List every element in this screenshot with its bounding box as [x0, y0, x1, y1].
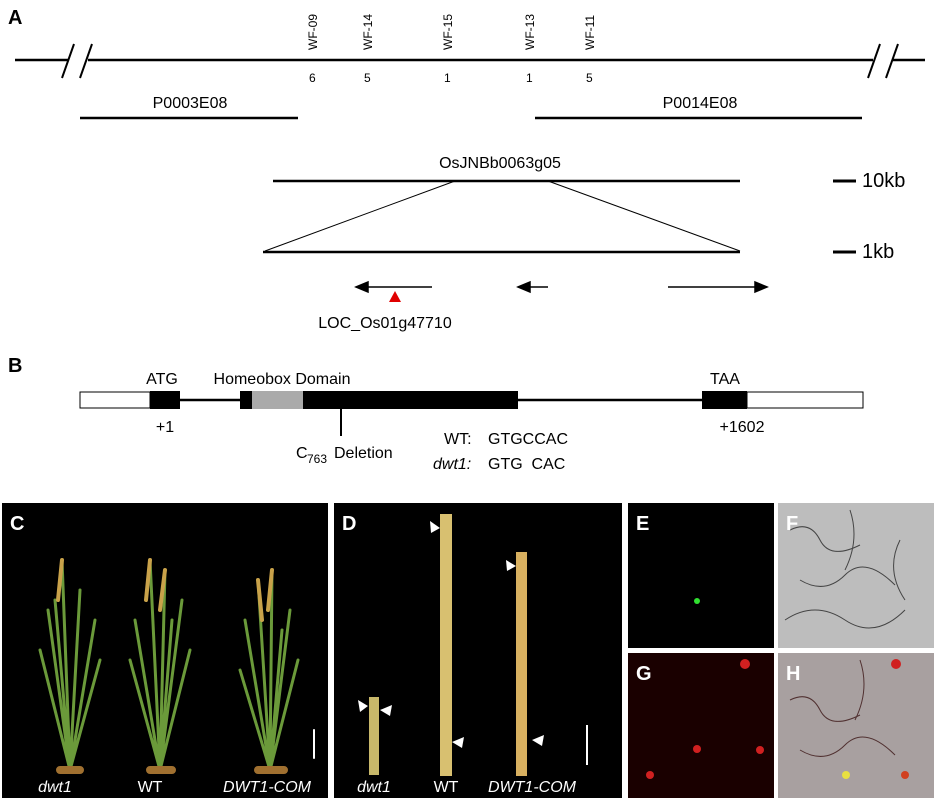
merge-signal: [842, 659, 909, 779]
gfp-signal: [694, 598, 700, 604]
mut-seq: GTG CAC: [488, 456, 565, 473]
panel-label: C: [10, 513, 24, 535]
photo: [334, 503, 622, 798]
panel-label: G: [636, 663, 652, 685]
bac-label: P0003E08: [153, 95, 228, 112]
panel-label: B: [8, 355, 22, 377]
scale-label: 1kb: [862, 241, 894, 263]
caption: DWT1-COM: [488, 779, 577, 796]
deletion-base: C: [296, 445, 308, 462]
gene-structure: [79, 391, 864, 436]
photo: [628, 503, 774, 648]
caption: dwt1: [357, 779, 391, 796]
clone-label: OsJNBb0063g05: [439, 155, 561, 172]
panel-label: H: [786, 663, 800, 685]
stems: [358, 514, 588, 776]
start-position: +1: [156, 419, 174, 436]
caption: WT: [434, 779, 459, 796]
panel-label: F: [786, 513, 798, 535]
gene-label: LOC_Os01g47710: [318, 315, 452, 332]
photo: [778, 653, 934, 798]
wt-label: WT:: [444, 431, 472, 448]
marker-count: 6: [309, 71, 316, 85]
mutation-site: [389, 291, 401, 302]
caption: dwt1: [38, 779, 72, 796]
photo: [778, 503, 934, 648]
start-codon: ATG: [146, 371, 178, 388]
panel-label: E: [636, 513, 649, 535]
caption: WT: [138, 779, 163, 796]
marker-name: WF-15: [441, 14, 455, 50]
wt-seq: GTGCCAC: [488, 431, 568, 448]
marker-name: WF-11: [583, 15, 597, 50]
marker-count: 1: [526, 71, 533, 85]
chromosome: [15, 43, 925, 79]
stop-codon: TAA: [710, 371, 740, 388]
end-position: +1602: [720, 419, 765, 436]
cell-outlines: [789, 659, 896, 757]
mut-label: dwt1:: [433, 456, 471, 473]
marker-name: WF-09: [306, 14, 320, 50]
deletion-word: Deletion: [334, 445, 393, 462]
panel-label: D: [342, 513, 356, 535]
cell-outlines: [784, 509, 906, 629]
caption: DWT1-COM: [223, 779, 312, 796]
zoom-line: [264, 180, 456, 252]
marker-name: WF-14: [361, 14, 375, 50]
deletion-index: 763: [307, 452, 327, 466]
panel-label: A: [8, 7, 22, 29]
marker-count: 5: [364, 71, 371, 85]
marker-count: 1: [444, 71, 451, 85]
gene-arrows: [354, 280, 769, 294]
bac-label: P0014E08: [663, 95, 738, 112]
marker-name: WF-13: [523, 14, 537, 50]
plants: [38, 558, 315, 774]
domain-label: Homeobox Domain: [214, 371, 351, 388]
markers: WF-09 6 WF-14 5 WF-15 1 WF-13 1 WF-11 5: [306, 14, 597, 85]
marker-count: 5: [586, 71, 593, 85]
scale-label: 10kb: [862, 170, 905, 192]
zoom-line: [547, 180, 741, 252]
rfp-signal: [646, 659, 764, 779]
